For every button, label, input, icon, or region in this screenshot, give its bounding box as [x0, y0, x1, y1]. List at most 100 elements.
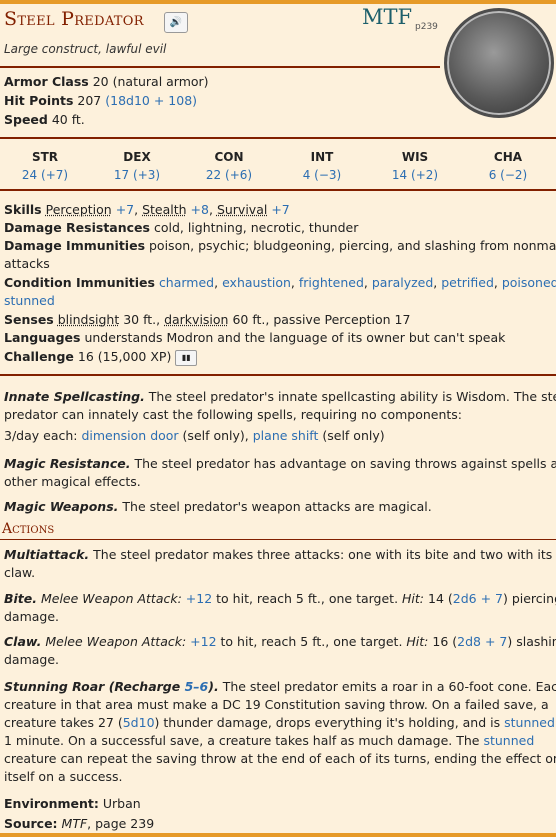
divider: [0, 539, 556, 540]
damage-dice-link[interactable]: 2d8 + 7: [457, 634, 507, 649]
condition-link[interactable]: exhaustion: [222, 275, 291, 290]
condition-link[interactable]: paralyzed: [372, 275, 433, 290]
action-text: 1 minute. On a successful save, a creatu…: [4, 733, 483, 748]
action-stunning-roar-cont: creature takes 27 (5d10) thunder damage,…: [4, 714, 552, 732]
separator: ,: [134, 202, 142, 217]
monster-name: Steel Predator: [4, 10, 144, 28]
spell-plane-shift-link[interactable]: plane shift: [253, 428, 319, 443]
speaker-icon[interactable]: 🔊: [164, 12, 188, 33]
damage-immunities-row: Damage Immunities poison, psychic; bludg…: [4, 237, 552, 255]
condition-link[interactable]: petrified: [441, 275, 494, 290]
condition-link[interactable]: charmed: [159, 275, 214, 290]
ability-score-link[interactable]: 22 (+6): [184, 166, 274, 184]
page-reference: p239: [415, 18, 438, 36]
spells-prefix: 3/day each:: [4, 428, 81, 443]
damage-resistances-row: Damage Resistances cold, lightning, necr…: [4, 219, 552, 237]
bottom-border: [0, 833, 556, 837]
attack-type: Melee Weapon Attack:: [41, 634, 186, 649]
ability-wis: WIS 14 (+2): [370, 148, 460, 184]
challenge-label: Challenge: [4, 349, 74, 364]
action-text: creature takes 27 (: [4, 715, 123, 730]
condition-link[interactable]: stunned: [483, 733, 534, 748]
trait-title: Innate Spellcasting.: [4, 389, 145, 404]
skill-stealth[interactable]: Stealth: [142, 202, 186, 217]
divider: [0, 66, 440, 68]
ability-score-link[interactable]: 4 (−3): [277, 166, 367, 184]
ability-score-link[interactable]: 17 (+3): [92, 166, 182, 184]
hit-label: Hit:: [402, 591, 424, 606]
recharge-link[interactable]: 5–6: [185, 679, 209, 694]
action-claw-cont: damage.: [4, 651, 552, 669]
action-bite: Bite. Melee Weapon Attack: +12 to hit, r…: [4, 590, 552, 608]
skill-survival-mod[interactable]: +7: [271, 202, 289, 217]
spell-list-row: 3/day each: dimension door (self only), …: [4, 427, 552, 445]
action-title: Multiattack.: [4, 547, 89, 562]
ability-score-link[interactable]: 6 (−2): [463, 166, 553, 184]
hp-formula-link[interactable]: (18d10 + 108): [105, 93, 197, 108]
challenge-value: 16 (15,000 XP): [78, 349, 171, 364]
trait-magic-resistance-cont: other magical effects.: [4, 473, 552, 491]
action-title: Claw.: [4, 634, 41, 649]
divider: [0, 189, 556, 191]
divider: [0, 137, 556, 139]
source-label: Source:: [4, 816, 58, 831]
action-text: claw.: [4, 565, 35, 580]
ability-name: STR: [0, 148, 90, 166]
hp-value: 207: [77, 93, 101, 108]
ability-score-link[interactable]: 24 (+7): [0, 166, 90, 184]
condition-link[interactable]: poisoned: [502, 275, 556, 290]
action-text: itself on a success.: [4, 769, 122, 784]
spell-note: (self only): [318, 428, 384, 443]
condition-link[interactable]: frightened: [299, 275, 364, 290]
ac-label: Armor Class: [4, 74, 89, 89]
skill-perception-mod[interactable]: +7: [116, 202, 134, 217]
damage-immunities-row-cont: attacks: [4, 255, 552, 273]
armor-class-row: Armor Class 20 (natural armor): [4, 73, 552, 91]
trait-text: The steel predator has advantage on savi…: [130, 456, 556, 471]
action-text: to hit, reach 5 ft., one target.: [217, 634, 407, 649]
ability-name: CHA: [463, 148, 553, 166]
condition-link[interactable]: stunned: [4, 293, 55, 308]
action-text: The steel predator makes three attacks: …: [89, 547, 552, 562]
condition-link[interactable]: stunned: [504, 715, 555, 730]
action-title-end: ).: [208, 679, 218, 694]
skill-perception[interactable]: Perception: [46, 202, 112, 217]
attack-bonus-link[interactable]: +12: [182, 591, 212, 606]
skill-survival[interactable]: Survival: [217, 202, 267, 217]
source-abbreviation[interactable]: MTF: [362, 8, 412, 26]
damage-dice-link[interactable]: 2d6 + 7: [453, 591, 503, 606]
source-page: , page 239: [87, 816, 154, 831]
attack-bonus-link[interactable]: +12: [186, 634, 216, 649]
senses-label: Senses: [4, 312, 54, 327]
languages-row: Languages understands Modron and the lan…: [4, 329, 552, 347]
skills-row: Skills Perception +7, Stealth +8, Surviv…: [4, 201, 552, 219]
ability-name: WIS: [370, 148, 460, 166]
trait-text: The steel predator's innate spellcasting…: [145, 389, 556, 404]
action-title: Stunning Roar (Recharge: [4, 679, 185, 694]
sense-blindsight[interactable]: blindsight: [58, 312, 119, 327]
spell-dimension-door-link[interactable]: dimension door: [81, 428, 178, 443]
dr-value: cold, lightning, necrotic, thunder: [154, 220, 358, 235]
source-book: MTF: [62, 816, 88, 831]
source-row: Source: MTF, page 239: [4, 815, 552, 833]
separator: ,: [209, 202, 217, 217]
sense-darkvision[interactable]: darkvision: [164, 312, 228, 327]
type-line: Large construct, lawful evil: [4, 40, 166, 58]
skills-label: Skills: [4, 202, 42, 217]
damage-type: ) piercing: [503, 591, 556, 606]
senses-row: Senses blindsight 30 ft., darkvision 60 …: [4, 311, 552, 329]
action-claw: Claw. Melee Weapon Attack: +12 to hit, r…: [4, 633, 552, 651]
ability-int: INT 4 (−3): [277, 148, 367, 184]
action-text: creature in that area must make a DC 19 …: [4, 697, 549, 712]
action-text: to hit, reach 5 ft., one target.: [212, 591, 402, 606]
divider: [0, 374, 556, 376]
di-label: Damage Immunities: [4, 238, 145, 253]
ability-score-link[interactable]: 14 (+2): [370, 166, 460, 184]
ability-name: INT: [277, 148, 367, 166]
signal-bars-icon[interactable]: ▮▮: [175, 350, 197, 366]
trait-magic-weapons: Magic Weapons. The steel predator's weap…: [4, 498, 552, 516]
action-stunning-roar-cont: creature in that area must make a DC 19 …: [4, 696, 552, 714]
damage-dice-link[interactable]: 5d10: [123, 715, 155, 730]
skill-stealth-mod[interactable]: +8: [191, 202, 209, 217]
action-bite-cont: damage.: [4, 608, 552, 626]
